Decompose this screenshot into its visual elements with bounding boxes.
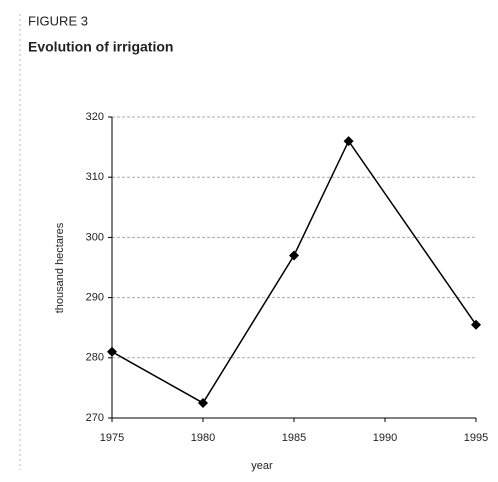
x-tick-label: 1995	[464, 432, 488, 444]
y-tick-label: 280	[86, 352, 104, 364]
y-tick-label: 310	[86, 171, 104, 183]
line	[111, 139, 477, 404]
x-tick-label: 1990	[373, 432, 397, 444]
x-tick-label: 1985	[282, 432, 306, 444]
chart-title: Evolution of irrigation	[28, 39, 173, 55]
y-tick-label: 320	[86, 111, 104, 123]
x-axis-label: year	[251, 460, 273, 472]
y-tick-label: 300	[86, 231, 104, 243]
point	[198, 397, 208, 408]
point	[289, 250, 299, 261]
point	[471, 319, 481, 330]
y-tick-label: 290	[86, 292, 104, 304]
y-axis-label: thousand hectares	[54, 222, 66, 313]
x-tick-label: 1980	[191, 432, 215, 444]
point	[343, 136, 354, 147]
figure-label: FIGURE 3	[28, 13, 88, 28]
y-tick-label: 270	[86, 412, 104, 424]
x-tick-label: 1975	[100, 432, 124, 444]
point	[107, 346, 117, 357]
